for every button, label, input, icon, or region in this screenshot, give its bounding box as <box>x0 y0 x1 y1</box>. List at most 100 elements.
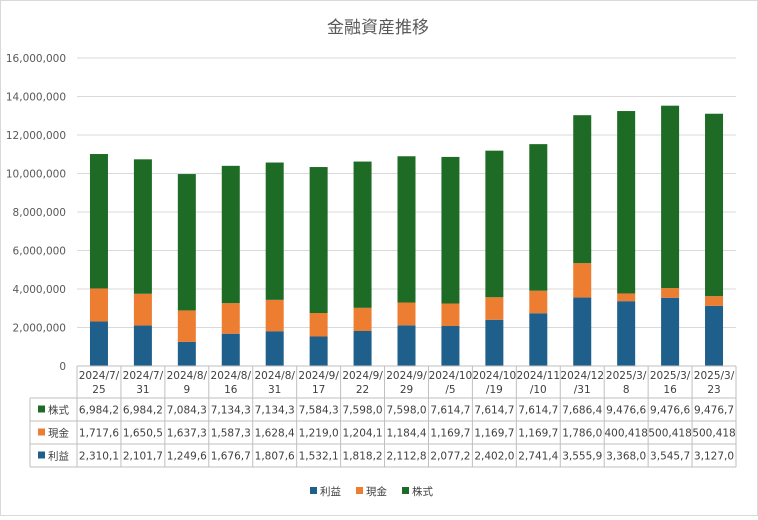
y-tick-label: 2,000,000 <box>13 323 66 335</box>
data-label: 2,077,2 <box>430 451 470 463</box>
table-legend-key <box>38 428 45 436</box>
bar-segment <box>133 325 152 366</box>
data-label: 1,628,4 <box>255 428 295 440</box>
bar-segment <box>133 159 152 294</box>
data-label: 1,204,1 <box>343 428 383 440</box>
bar-segment <box>353 161 372 308</box>
data-label: 1,786,0 <box>562 428 602 440</box>
bar-segment <box>309 313 328 337</box>
table-legend-key <box>38 451 45 459</box>
data-label: 2,402,0 <box>474 451 514 463</box>
data-label: 6,984,2 <box>123 405 163 417</box>
bar-segment <box>529 290 548 314</box>
data-label: 7,134,3 <box>211 405 251 417</box>
x-tick-label: 2024/9/ <box>386 370 427 382</box>
bar-segment <box>265 331 284 366</box>
bar-segment <box>89 154 108 289</box>
y-tick-label: 12,000,000 <box>6 130 66 142</box>
x-tick-label: 2024/7/ <box>123 370 164 382</box>
y-tick-label: 14,000,000 <box>6 92 66 104</box>
bar-segment <box>265 299 284 332</box>
bar-segment <box>705 296 724 306</box>
bar-segment <box>485 150 504 298</box>
bar-segment <box>397 325 416 366</box>
bar-segment <box>89 321 108 366</box>
x-tick-label: /10 <box>530 384 547 396</box>
legend-label: 現金 <box>366 485 387 498</box>
data-label: 7,584,3 <box>299 405 339 417</box>
bar-segment <box>617 293 636 302</box>
x-tick-label: 23 <box>707 384 720 396</box>
x-tick-label: 2024/8/ <box>254 370 295 382</box>
x-tick-label: 2024/8/ <box>167 370 208 382</box>
data-label: 1,219,0 <box>299 428 339 440</box>
bar-segment <box>661 297 680 366</box>
data-label: 7,084,3 <box>167 405 207 417</box>
x-tick-label: 2024/9/ <box>342 370 383 382</box>
data-label: 7,614,7 <box>518 405 558 417</box>
x-tick-label: /19 <box>486 384 503 396</box>
data-label: 500,418 <box>692 428 735 440</box>
x-tick-label: 2024/10 <box>429 370 473 382</box>
data-label: 1,249,6 <box>167 451 207 463</box>
data-label: 2,112,8 <box>386 451 426 463</box>
x-tick-label: 2024/11 <box>516 370 560 382</box>
x-tick-label: 2024/9/ <box>298 370 339 382</box>
data-label: 3,368,0 <box>606 451 646 463</box>
x-tick-label: 29 <box>400 384 413 396</box>
x-tick-label: 16 <box>663 384 677 396</box>
data-label: 1,169,7 <box>518 428 558 440</box>
bar-segment <box>221 165 240 304</box>
bar-segment <box>573 115 592 264</box>
bar-segment <box>397 302 416 326</box>
y-tick-label: 0 <box>59 361 66 373</box>
data-label: 2,310,1 <box>79 451 119 463</box>
data-label: 7,686,4 <box>562 405 602 417</box>
bar-segment <box>221 333 240 366</box>
data-label: 1,532,1 <box>299 451 339 463</box>
table-series-name: 利益 <box>48 450 69 463</box>
data-label: 2,741,4 <box>518 451 558 463</box>
bar-segment <box>89 288 108 322</box>
x-tick-label: 8 <box>623 384 630 396</box>
data-label: 1,807,6 <box>255 451 295 463</box>
table-legend-key <box>38 405 45 413</box>
bar-segment <box>573 263 592 298</box>
bar-segment <box>353 307 372 331</box>
data-label: 1,717,6 <box>79 428 119 440</box>
data-label: 6,984,2 <box>79 405 119 417</box>
bar-segment <box>661 105 680 289</box>
y-tick-label: 8,000,000 <box>13 207 66 219</box>
legend-key <box>356 487 363 494</box>
bar-segment <box>309 336 328 366</box>
chart-title: 金融資産推移 <box>327 18 429 38</box>
bar-segment <box>485 297 504 320</box>
bar-segment <box>221 303 240 334</box>
x-tick-label: 25 <box>92 384 105 396</box>
legend-key <box>402 487 409 494</box>
legend: 利益 現金 株式 <box>310 485 433 498</box>
bar-segment <box>441 326 460 366</box>
data-label: 1,818,2 <box>343 451 383 463</box>
x-tick-label: /5 <box>445 384 455 396</box>
data-label: 3,555,9 <box>562 451 602 463</box>
bar-segment <box>133 293 152 326</box>
data-label: 1,637,3 <box>167 428 207 440</box>
x-tick-label: 2025/3/ <box>650 370 691 382</box>
x-tick-label: 2024/7/ <box>79 370 120 382</box>
bar-segment <box>705 113 724 297</box>
bar-segment <box>265 162 284 300</box>
bar-segment <box>441 156 460 304</box>
y-tick-label: 6,000,000 <box>13 246 66 258</box>
data-label: 7,134,3 <box>255 405 295 417</box>
x-tick-label: 2024/12 <box>560 370 604 382</box>
y-tick-label: 16,000,000 <box>6 53 66 65</box>
data-label: 9,476,6 <box>650 405 690 417</box>
x-tick-label: /31 <box>574 384 591 396</box>
legend-label: 利益 <box>320 485 341 498</box>
x-tick-label: 31 <box>268 384 281 396</box>
data-label: 9,476,7 <box>694 405 734 417</box>
data-label: 1,169,7 <box>430 428 470 440</box>
y-axis: 0 2,000,000 4,000,000 6,000,000 8,000,000 10,… <box>6 53 66 373</box>
legend-key <box>310 487 317 494</box>
